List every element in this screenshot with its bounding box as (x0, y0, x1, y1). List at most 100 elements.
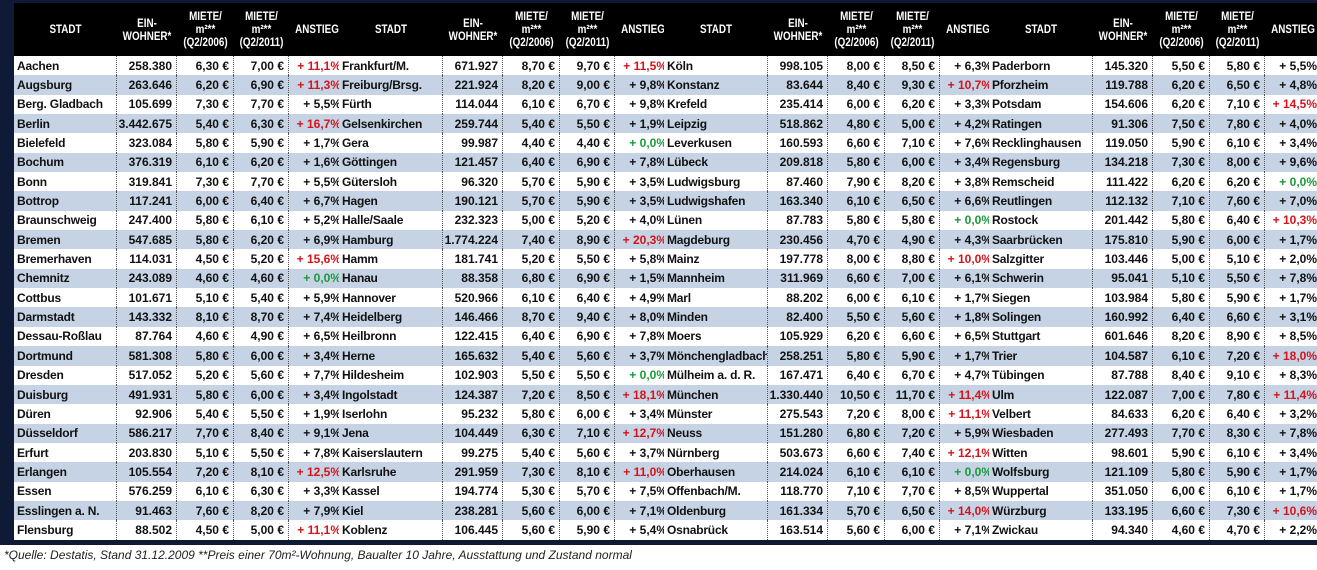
cell-increase: + 14,5% (1272, 97, 1317, 112)
cell-increase: + 6,5% (303, 329, 341, 344)
cell-rent-2006: 5,50 € (503, 365, 560, 385)
table-row: Regensburg 134.218 7,30 €8,00 € + 9,6% (989, 152, 1317, 173)
cell-rent-2006: 4,70 € (828, 230, 885, 250)
cell-increase: + 0,0% (629, 368, 667, 383)
cell-rent-2011: 7,80 € (1210, 114, 1265, 134)
cell-city: Fürth (339, 94, 443, 115)
cell-population: 503.673 (768, 442, 828, 463)
cell-rent-2011: 6,10 € (1210, 481, 1265, 501)
cell-increase: + 8,0% (629, 310, 667, 325)
cell-rent-2011: 6,40 € (234, 191, 289, 211)
cell-rent-2011: 9,10 € (1210, 365, 1265, 385)
table-row: Minden 82.400 5,50 €5,60 € + 1,8% (664, 307, 996, 327)
cell-rent-2006: 5,80 € (828, 152, 885, 173)
table-row: Pforzheim 119.788 6,20 €6,50 € + 4,8% (989, 75, 1317, 95)
table-row: Bremerhaven 114.031 4,50 €5,20 € + 15,6% (14, 249, 345, 269)
cell-rent-2006: 5,80 € (828, 210, 885, 231)
cell-city: Remscheid (989, 172, 1093, 192)
cell-rent-2011: 7,70 € (885, 481, 940, 501)
cell-population: 103.446 (1093, 249, 1153, 269)
cell-increase: + 3,8% (954, 174, 992, 189)
cell-increase: + 11,5% (623, 58, 667, 73)
cell-rent-2011: 8,70 € (234, 307, 289, 327)
cell-rent-2006: 5,80 € (177, 346, 234, 366)
cell-rent-2011: 6,20 € (234, 152, 289, 173)
cell-population: 104.449 (443, 423, 503, 443)
cell-city: Potsdam (989, 94, 1093, 115)
cell-population: 520.966 (443, 288, 503, 308)
cell-rent-2006: 6,40 € (503, 152, 560, 173)
table-row: Salzgitter 103.446 5,00 €5,10 € + 2,0% (989, 249, 1317, 269)
cell-rent-2006: 6,80 € (503, 268, 560, 289)
cell-city: Ingolstadt (339, 384, 443, 405)
cell-rent-2006: 7,70 € (177, 423, 234, 443)
table-row: Hildesheim 102.903 5,50 €5,50 € + 0,0% (339, 365, 671, 385)
cell-population: 96.320 (443, 172, 503, 192)
cell-increase: + 1,7% (954, 290, 992, 305)
cell-increase: + 3,3% (303, 484, 341, 499)
cell-rent-2011: 5,20 € (234, 249, 289, 269)
cell-city: Würzburg (989, 500, 1093, 521)
cell-city: Stuttgart (989, 326, 1093, 347)
cell-rent-2011: 7,80 € (1210, 384, 1265, 405)
cell-city: Darmstadt (14, 307, 117, 327)
cell-increase: + 6,5% (954, 329, 992, 344)
table-row: Kiel 238.281 5,60 €6,00 € + 7,1% (339, 500, 671, 521)
cell-city: Mannheim (664, 268, 768, 289)
cell-rent-2011: 6,10 € (885, 288, 940, 308)
cell-city: Konstanz (664, 75, 768, 95)
cell-population: 145.320 (1093, 56, 1153, 76)
cell-city: Lübeck (664, 152, 768, 173)
cell-increase: + 7,8% (629, 155, 667, 170)
table-row: Hanau 88.358 6,80 €6,90 € + 1,5% (339, 268, 671, 289)
cell-increase: + 5,9% (303, 290, 341, 305)
cell-increase: + 0,0% (303, 271, 341, 286)
table-row: Kassel 194.774 5,30 €5,70 € + 7,5% (339, 481, 671, 501)
table-row: Hagen 190.121 5,70 €5,90 € + 3,5% (339, 191, 671, 211)
cell-rent-2006: 5,90 € (1153, 133, 1210, 153)
cell-city: Freiburg/Brsg. (339, 75, 443, 95)
city-table-3: STADT EIN-WOHNER* MIETE/ m²** (Q2/2006) MIE… (664, 3, 996, 540)
cell-increase: + 3,5% (629, 174, 667, 189)
table-row: Würzburg 133.195 6,60 €7,30 € + 10,6% (989, 500, 1317, 521)
cell-city: Velbert (989, 404, 1093, 424)
cell-population: 235.414 (768, 94, 828, 115)
cell-rent-2011: 8,40 € (234, 423, 289, 443)
header-population: EIN-WOHNER* (448, 15, 498, 43)
cell-increase: + 11,0% (623, 464, 667, 479)
cell-rent-2011: 4,90 € (234, 326, 289, 347)
cell-rent-2006: 5,80 € (503, 404, 560, 424)
table-row: Düren 92.906 5,40 €5,50 € + 1,9% (14, 404, 345, 424)
table-row: Hamm 181.741 5,20 €5,50 € + 5,8% (339, 249, 671, 269)
cell-increase: + 4,7% (954, 368, 992, 383)
cell-rent-2006: 5,80 € (1153, 288, 1210, 308)
cell-rent-2011: 7,20 € (885, 423, 940, 443)
cell-increase: + 1,6% (303, 155, 341, 170)
table-header: STADT EIN-WOHNER* MIETE/ m²** (Q2/2006) MIE… (14, 3, 345, 56)
cell-increase: + 10,3% (1272, 213, 1317, 228)
cell-population: 247.400 (117, 210, 177, 231)
table-row: Kaiserslautern 99.275 5,40 €5,60 € + 3,7% (339, 442, 671, 463)
table-row: Dortmund 581.308 5,80 €6,00 € + 3,4% (14, 346, 345, 366)
cell-population: 82.400 (768, 307, 828, 327)
cell-city: Lünen (664, 210, 768, 231)
cell-rent-2011: 5,10 € (1210, 249, 1265, 269)
cell-rent-2011: 6,10 € (1210, 133, 1265, 153)
cell-increase: + 10,0% (947, 252, 992, 267)
cell-rent-2011: 5,80 € (1210, 56, 1265, 76)
cell-city: München (664, 384, 768, 405)
cell-increase: + 7,1% (629, 503, 667, 518)
cell-rent-2006: 6,80 € (828, 423, 885, 443)
cell-increase: + 8,5% (954, 484, 992, 499)
cell-rent-2011: 6,00 € (234, 384, 289, 405)
cell-rent-2006: 5,10 € (177, 442, 234, 463)
cell-population: 105.554 (117, 462, 177, 482)
cell-city: Offenbach/M. (664, 481, 768, 501)
cell-city: Esslingen a. N. (14, 500, 117, 521)
cell-rent-2006: 4,60 € (1153, 520, 1210, 540)
table-row: Flensburg 88.502 4,50 €5,00 € + 11,1% (14, 520, 345, 540)
cell-city: Marl (664, 288, 768, 308)
cell-increase: + 11,3% (297, 78, 341, 93)
table-row: Ratingen 91.306 7,50 €7,80 € + 4,0% (989, 114, 1317, 134)
cell-increase: + 3,4% (629, 406, 667, 421)
